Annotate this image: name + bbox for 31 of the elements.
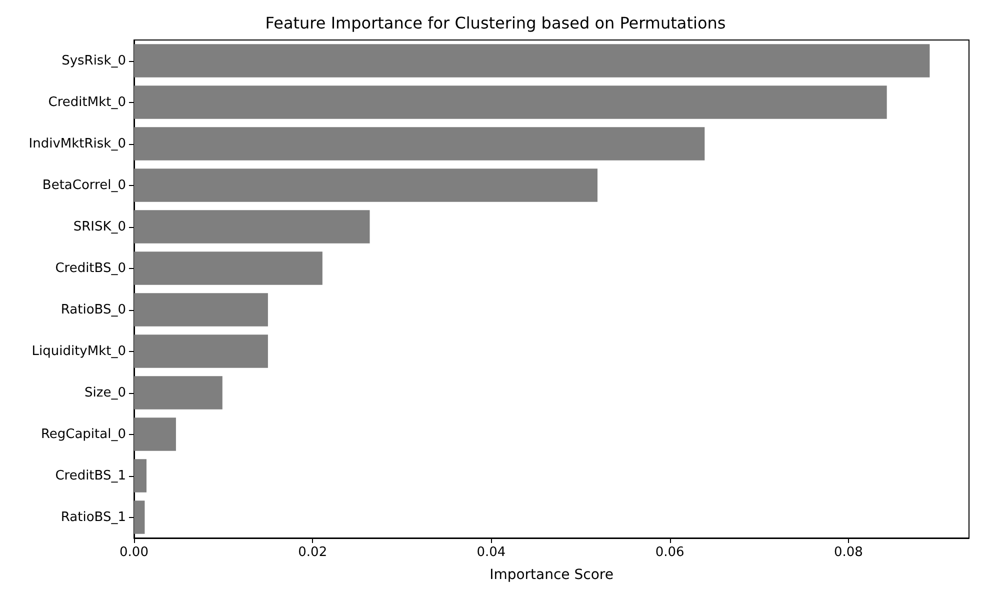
bar: [134, 376, 222, 410]
bar: [134, 334, 268, 368]
y-tick-label: LiquidityMkt_0: [32, 344, 126, 359]
y-tick-label: CreditBS_1: [55, 468, 126, 484]
y-tick-label: CreditMkt_0: [48, 94, 126, 110]
bar: [134, 500, 145, 534]
y-tick-label: RegCapital_0: [40, 426, 126, 442]
bar: [134, 459, 147, 492]
y-tick-label: IndivMktRisk_0: [28, 136, 126, 152]
y-tick-label: Size_0: [84, 385, 126, 400]
bar: [134, 293, 268, 326]
x-tick-label: 0.04: [476, 545, 506, 560]
y-tick-label: SRISK_0: [73, 219, 126, 234]
bar: [134, 86, 887, 119]
x-tick-label: 0.08: [834, 545, 863, 560]
bar: [134, 418, 176, 451]
bar: [134, 127, 705, 160]
y-tick-label: RatioBS_1: [60, 510, 126, 525]
y-tick-label: SysRisk_0: [62, 53, 126, 68]
bar: [134, 252, 322, 285]
bar: [134, 210, 370, 244]
bar: [134, 44, 930, 78]
chart-title: Feature Importance for Clustering based on Permutations: [265, 14, 726, 32]
y-tick-label: CreditBS_0: [55, 260, 126, 276]
y-tick-label: RatioBS_0: [60, 302, 126, 318]
bar: [134, 168, 598, 202]
x-axis-title: Importance Score: [490, 567, 614, 583]
x-tick-label: 0.06: [655, 545, 684, 560]
x-tick-label: 0.00: [120, 545, 148, 560]
y-tick-label: BetaCorrel_0: [42, 178, 126, 193]
x-tick-label: 0.02: [298, 545, 328, 560]
